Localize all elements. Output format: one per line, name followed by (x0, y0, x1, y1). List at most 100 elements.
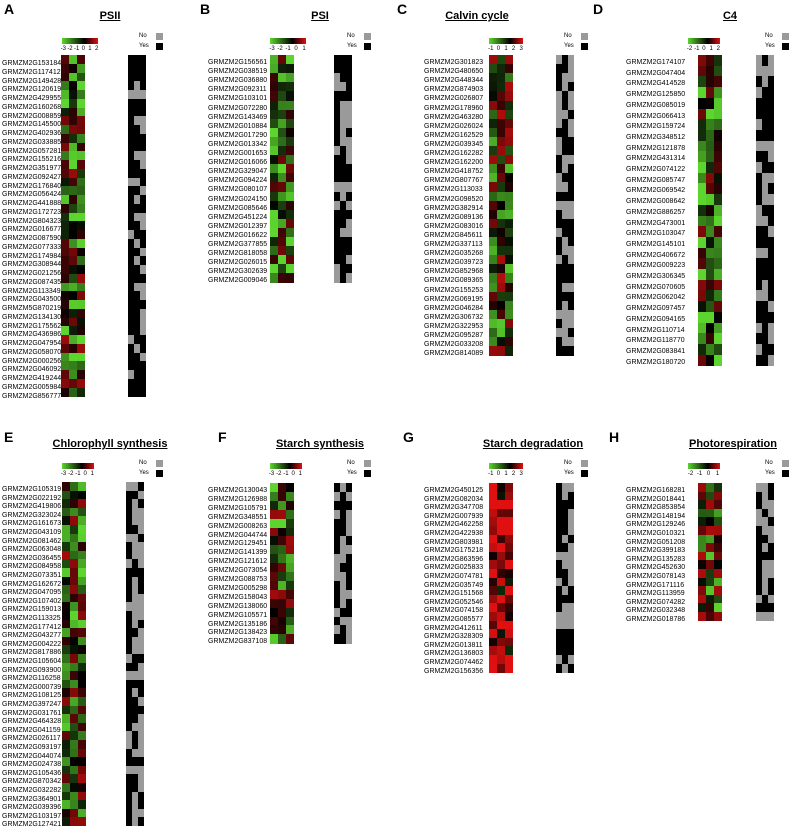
heatmap-cell (698, 129, 706, 141)
presence-cell (346, 55, 352, 65)
heatmap-cell (706, 354, 714, 366)
presence-cell (762, 247, 768, 259)
heatmap-cell (489, 291, 497, 302)
presence-cell (346, 607, 352, 617)
presence-cell (768, 151, 774, 163)
presence-cell (126, 817, 132, 827)
presence-cell (340, 491, 346, 502)
presence-cell (126, 740, 132, 749)
heatmap-cell (497, 534, 505, 544)
presence-cell (762, 569, 768, 578)
heatmap-cell (270, 518, 278, 528)
presence-cell (568, 55, 574, 65)
presence-cell (134, 212, 140, 222)
presence-cell (140, 90, 146, 100)
heatmap-cell (62, 628, 70, 638)
gene-name: GRMZM2G105319 (2, 486, 62, 493)
heatmap-cell (698, 172, 706, 184)
presence-cell (562, 218, 568, 229)
presence-cell (562, 164, 568, 174)
heatmap-cell (714, 194, 722, 206)
presence-cell (126, 748, 132, 758)
presence-cell (568, 164, 574, 174)
heatmap-cell (62, 619, 70, 629)
legend-no-swatch (156, 460, 163, 467)
presence-cell (128, 335, 134, 345)
presence-cell (768, 269, 774, 281)
gene-name: GRMZM2G046284 (424, 304, 484, 312)
heatmap-cell (489, 629, 497, 639)
heatmap-cell (278, 491, 286, 502)
gene-name: GRMZM2G177412 (2, 623, 62, 631)
presence-cell (128, 63, 134, 73)
presence-cell (556, 227, 562, 238)
heatmap-cell (706, 204, 714, 216)
heatmap-cell (69, 300, 77, 310)
heatmap-cell (714, 151, 722, 163)
presence-cell (556, 637, 562, 647)
presence-cell (756, 76, 762, 88)
presence-cell (334, 616, 340, 626)
heatmap-cell (698, 577, 706, 587)
color-key-tick: -2 (276, 471, 282, 477)
presence-cell (128, 151, 134, 161)
gene-name: GRMZM2G105436 (2, 769, 62, 777)
heatmap-cell (270, 483, 278, 493)
heatmap-cell (278, 146, 286, 156)
color-key (489, 463, 523, 469)
presence-cell (340, 209, 346, 220)
heatmap-cell (497, 551, 505, 561)
heatmap-cell (61, 203, 69, 213)
color-key-tick: -1 (696, 471, 703, 477)
gene-name: GRMZM2G026024 (424, 122, 484, 130)
presence-cell (562, 586, 568, 596)
presence-cell (556, 586, 562, 596)
heatmap-cell (62, 602, 70, 612)
heatmap-cell (78, 697, 86, 706)
heatmap-cell (278, 55, 286, 65)
presence-cell (334, 164, 340, 174)
gene-name: GRMZM2G094165 (626, 315, 686, 323)
presence-cell (138, 671, 144, 681)
gene-name: GRMZM2G175562 (2, 322, 62, 330)
presence-cell (556, 237, 562, 247)
presence-cell (132, 705, 138, 715)
heatmap-cell (278, 173, 286, 183)
heatmap-cell (270, 127, 278, 138)
heatmap-cell (270, 182, 278, 192)
presence-cell (334, 64, 340, 74)
heatmap-cell (78, 731, 86, 741)
presence-cell (346, 572, 352, 582)
presence-cell (140, 195, 146, 205)
presence-cell (132, 628, 138, 638)
heatmap-cell (497, 209, 505, 220)
presence-cell (140, 291, 146, 301)
color-key-tick: 0 (496, 471, 501, 477)
legend-yes-swatch (156, 470, 163, 477)
presence-cell (340, 264, 346, 274)
heatmap-cell (270, 500, 278, 511)
presence-cell (134, 72, 140, 82)
heatmap-cell (278, 554, 286, 564)
heatmap-cell (286, 545, 294, 555)
gene-name: GRMZM2G322953 (424, 322, 484, 330)
presence-cell (562, 82, 568, 92)
heatmap-cell (61, 273, 69, 283)
heatmap-cell (70, 550, 78, 560)
presence-cell (562, 337, 568, 347)
heatmap-cell (706, 258, 714, 270)
heatmap-cell (286, 73, 294, 83)
presence-cell (140, 133, 146, 143)
heatmap-cell (497, 182, 505, 192)
heatmap-cell (70, 808, 78, 818)
heatmap-cell (714, 508, 722, 518)
presence-cell (562, 109, 568, 120)
presence-cell (128, 221, 134, 231)
presence-cell (568, 637, 574, 647)
heatmap-cell (77, 186, 85, 196)
presence-cell (138, 654, 144, 663)
heatmap-cell (698, 236, 706, 248)
presence-cell (562, 173, 568, 183)
panel-title: Calvin cycle (445, 10, 509, 22)
heatmap-cell (698, 333, 706, 345)
